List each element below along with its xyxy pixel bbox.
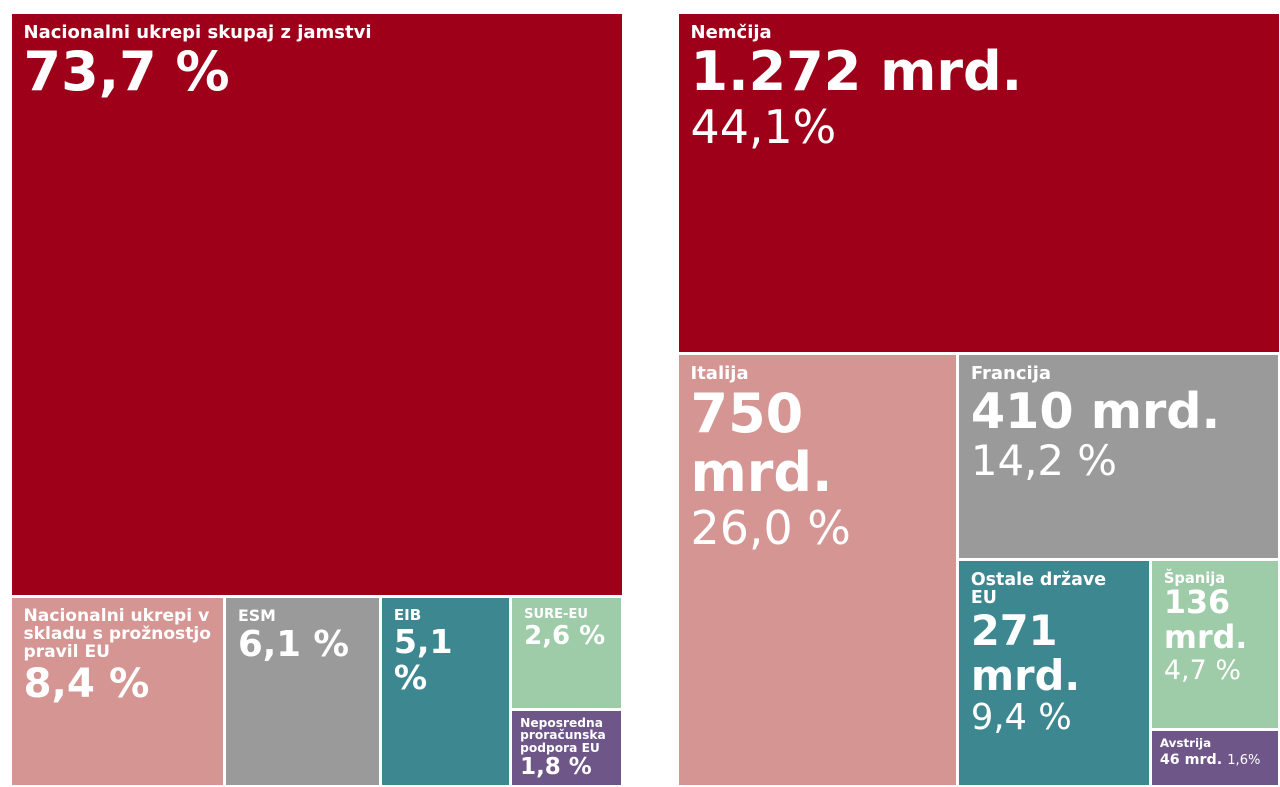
cell-label: Ostale države EU (970, 570, 1107, 609)
treemap-cell: Ostale države EU 271 mrd. 9,4 % (958, 561, 1149, 786)
cell-share: 14,2 % (970, 436, 1118, 486)
cell-label: Nacionalni ukrepi skupaj z jamstvi (23, 21, 372, 43)
cell-label: Neposredna proračunska podpora EU (520, 715, 606, 756)
cell-label: ESM (238, 606, 276, 626)
treemap-cell: SURE-EU 2,6 % (512, 598, 622, 708)
cell-label: Nacionalni ukrepi v skladu s prožnostjo … (23, 606, 211, 662)
treemap-cell: EIB 5,1 % (381, 598, 510, 786)
treemap-cell: Nacionalni ukrepi v skladu s prožnostjo … (11, 598, 224, 786)
cell-share: 1,6% (1227, 753, 1261, 769)
treemap-cell: Nacionalni ukrepi skupaj z jamstvi 73,7 % (11, 13, 622, 596)
cell-value: 271 mrd. (970, 605, 1081, 701)
cell-value: 5,1 % (393, 621, 453, 698)
treemap-cell: ESM 6,1 % (226, 598, 379, 786)
treemap-cell: Neposredna proračunska podpora EU 1,8 % (512, 710, 622, 786)
cell-value: 8,4 % (23, 659, 150, 707)
cell-label: Nemčija (690, 21, 772, 43)
cell-value: 750 mrd. (690, 382, 833, 505)
cell-label: Španija (1163, 570, 1226, 588)
cell-label: Francija (970, 363, 1052, 385)
cell-share: 26,0 % (690, 500, 851, 555)
cell-label: Italija (690, 363, 749, 385)
cell-value: 73,7 % (23, 40, 230, 104)
treemap-cell: Španija 136 mrd. 4,7 % (1151, 561, 1279, 728)
cell-label: EIB (393, 606, 422, 625)
cell-value: 6,1 % (238, 623, 350, 665)
treemap-cell: Nemčija 1.272 mrd. 44,1% (678, 13, 1279, 353)
treemap-cell: Avstrija 46 mrd. 1,6% (1151, 731, 1279, 786)
cell-share: 4,7 % (1163, 655, 1241, 687)
treemap-cell: Francija 410 mrd. 14,2 % (958, 355, 1279, 559)
cell-value: 1.272 mrd. (690, 40, 1023, 104)
cell-label: SURE-EU (524, 607, 588, 623)
cell-share: 9,4 % (970, 696, 1072, 738)
cell-share: 44,1% (690, 99, 837, 154)
cell-value: 136 mrd. (1163, 585, 1248, 657)
cell-value: 46 mrd. (1159, 752, 1223, 769)
cell-value: 2,6 % (524, 620, 606, 651)
treemap-cell: Italija 750 mrd. 26,0 % (678, 355, 956, 786)
cell-value: 410 mrd. (970, 382, 1221, 441)
cell-value: 1,8 % (520, 754, 592, 781)
cell-label: Avstrija (1159, 736, 1212, 750)
